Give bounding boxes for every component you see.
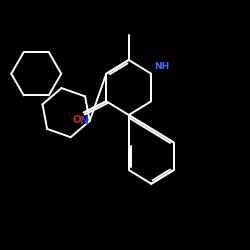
Text: N: N bbox=[80, 116, 88, 126]
Text: NH: NH bbox=[154, 62, 170, 71]
Text: O: O bbox=[72, 115, 81, 125]
